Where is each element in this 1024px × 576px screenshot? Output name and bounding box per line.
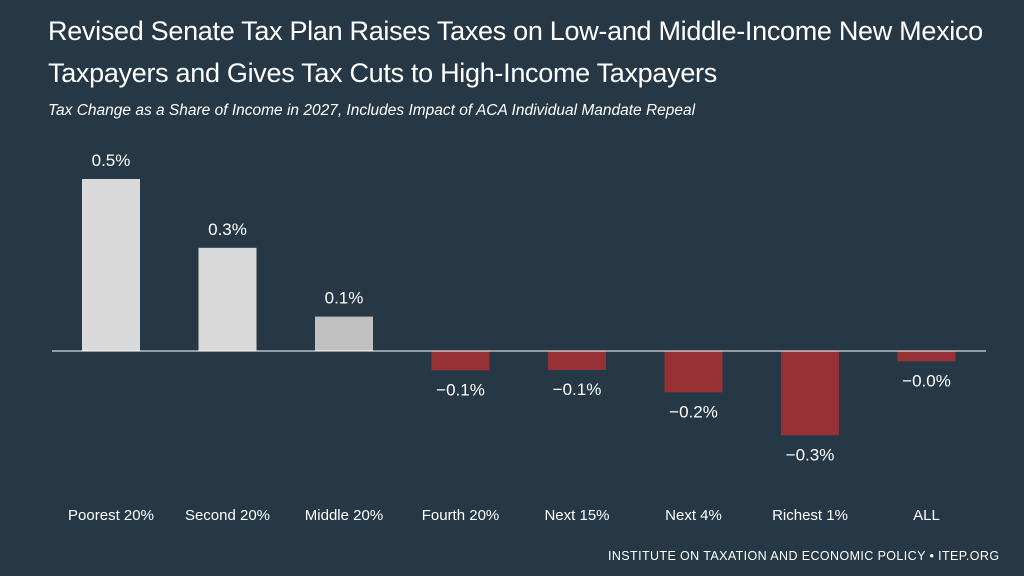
category-label-6: Richest 1% <box>772 507 848 524</box>
value-label-3: −0.1% <box>436 380 485 399</box>
bar-4 <box>548 351 606 370</box>
category-label-0: Poorest 20% <box>68 507 154 524</box>
category-label-5: Next 4% <box>665 507 722 524</box>
bar-2 <box>315 316 373 351</box>
value-label-5: −0.2% <box>669 402 718 421</box>
value-labels-group: 0.5% 0.3% 0.1% −0.1% −0.1% −0.2% −0.3% −0.0% <box>92 151 951 464</box>
bar-6 <box>781 351 839 436</box>
chart-subtitle: Tax Change as a Share of Income in 2027,… <box>48 102 696 119</box>
value-label-2: 0.1% <box>325 289 364 308</box>
bar-5 <box>664 351 723 393</box>
category-label-3: Fourth 20% <box>422 507 500 524</box>
bar-3 <box>431 351 490 371</box>
bar-1 <box>198 247 257 351</box>
source-footer: INSTITUTE ON TAXATION AND ECONOMIC POLIC… <box>608 549 1000 563</box>
bar-7 <box>897 351 956 362</box>
value-label-1: 0.3% <box>208 220 247 239</box>
value-label-0: 0.5% <box>92 151 131 170</box>
chart-title: Revised Senate Tax Plan Raises Taxes on … <box>48 16 983 88</box>
category-label-4: Next 15% <box>544 507 609 524</box>
bar-0 <box>82 179 140 351</box>
category-label-7: ALL <box>913 507 940 524</box>
category-labels-group: Poorest 20% Second 20% Middle 20% Fourth 20… <box>68 507 940 524</box>
bars-group <box>82 179 956 436</box>
value-label-7: −0.0% <box>902 371 951 390</box>
value-label-4: −0.1% <box>553 380 602 399</box>
category-label-1: Second 20% <box>185 507 270 524</box>
category-label-2: Middle 20% <box>305 507 383 524</box>
value-label-6: −0.3% <box>786 445 835 464</box>
